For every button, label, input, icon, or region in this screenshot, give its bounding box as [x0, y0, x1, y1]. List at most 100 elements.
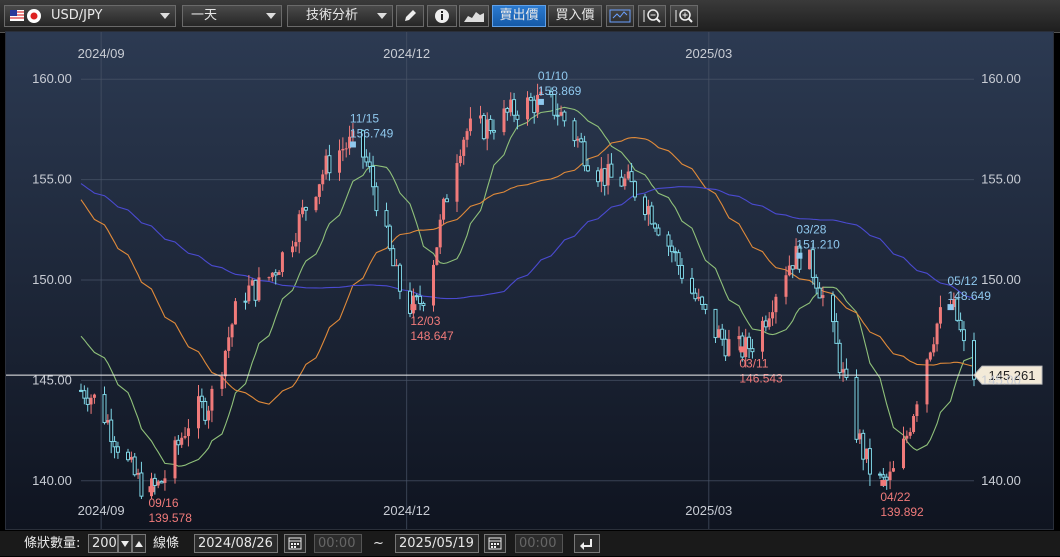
area-chart-icon	[464, 12, 484, 22]
end-calendar-button[interactable]	[484, 534, 506, 553]
candle-body	[324, 155, 328, 175]
candle-body	[744, 337, 748, 358]
candle-body	[418, 295, 423, 304]
symbol-select[interactable]: USD/JPY	[4, 5, 176, 27]
candle-body	[938, 307, 942, 324]
candle-body	[462, 139, 466, 156]
candle-body	[576, 138, 580, 141]
count-down-button[interactable]	[118, 534, 132, 553]
candle-body	[861, 432, 866, 460]
candle-body	[703, 304, 708, 310]
annotation-date: 03/11	[739, 356, 768, 370]
candle-body	[277, 272, 281, 275]
candle-body	[384, 210, 389, 227]
chevron-down-icon	[160, 13, 170, 19]
candle-body	[814, 276, 819, 289]
bar-count-label: 條狀數量:	[24, 536, 81, 551]
candle-body	[152, 477, 157, 486]
candle-body	[629, 171, 634, 183]
info-icon	[435, 9, 449, 23]
candle-body	[619, 176, 624, 187]
candle-body	[199, 395, 204, 403]
price-chart[interactable]: 09/16 139.578 11/15 156.749 12/03 148.647 01/1…	[5, 31, 1054, 530]
candle-body	[763, 320, 768, 328]
candle-body	[572, 120, 577, 142]
start-time-input[interactable]: 00:00	[314, 534, 362, 553]
candle-body	[374, 186, 379, 212]
start-date-value: 2024/08/26	[198, 536, 273, 551]
low-marker	[410, 304, 417, 311]
candle-body	[267, 277, 271, 279]
chevron-down-icon	[377, 13, 387, 19]
candle-body	[129, 456, 133, 460]
low-marker	[880, 479, 887, 486]
candle-body	[92, 394, 96, 398]
candle-body	[280, 252, 284, 273]
tech-analysis-label: 技術分析	[306, 8, 359, 23]
candle-body	[737, 336, 741, 340]
candle-body	[952, 298, 956, 308]
start-date-input[interactable]: 2024/08/26	[194, 534, 278, 553]
info-button[interactable]	[427, 5, 457, 27]
buy-price-tab[interactable]: 買入價	[548, 5, 602, 27]
candle-body	[582, 141, 587, 167]
zoom-out-button[interactable]	[638, 5, 666, 27]
candle-body	[364, 156, 369, 163]
candle-body	[808, 249, 811, 270]
chevron-down-icon	[266, 13, 276, 19]
buy-price-label: 買入價	[555, 8, 595, 23]
pencil-icon	[405, 10, 416, 21]
bar-count-input[interactable]: 200	[88, 534, 118, 553]
draw-button[interactable]	[396, 5, 424, 27]
period-select[interactable]: 一天	[182, 5, 282, 27]
current-price-tag: 145.261	[973, 365, 1043, 385]
candle-body	[509, 99, 513, 113]
chart-type-button[interactable]	[459, 5, 489, 27]
candle-body	[623, 178, 627, 187]
end-time-input[interactable]: 00:00	[515, 534, 563, 553]
candle-body	[132, 456, 137, 476]
candle-body	[468, 118, 472, 132]
candle-body	[250, 280, 254, 286]
x-tick-label-top: 2024/09	[78, 46, 125, 61]
candle-body	[156, 481, 160, 486]
candle-body	[653, 223, 658, 229]
candle-body	[314, 196, 318, 211]
candle-body	[502, 108, 506, 133]
candle-body	[599, 168, 603, 182]
annotation-price: 158.869	[538, 84, 582, 98]
annotation-date: 12/03	[410, 314, 440, 328]
candle-body	[89, 397, 93, 405]
candle-body	[435, 247, 439, 265]
period-label: 一天	[191, 8, 218, 23]
y-tick-label-left: 160.00	[32, 71, 72, 86]
candle-body	[344, 148, 348, 150]
candle-body	[505, 108, 510, 113]
range-tilde: ~	[373, 536, 384, 551]
start-calendar-button[interactable]	[284, 534, 306, 553]
candle-body	[585, 165, 590, 172]
end-date-input[interactable]: 2025/05/19	[395, 534, 479, 553]
candle-body	[841, 369, 845, 373]
candle-body	[834, 321, 839, 344]
zoom-in-button[interactable]	[670, 5, 698, 27]
candle-body	[908, 432, 912, 436]
sell-price-tab[interactable]: 賣出價	[492, 5, 546, 27]
candle-body	[395, 265, 399, 267]
annotation-price: 146.543	[739, 371, 783, 385]
y-tick-label-right: 145.00	[981, 372, 1021, 387]
symbol-label: USD/JPY	[51, 8, 103, 23]
candlestick-button[interactable]	[606, 5, 634, 27]
candle-body	[774, 296, 778, 313]
candle-body	[700, 296, 705, 306]
y-tick-label-left: 150.00	[32, 272, 72, 287]
annotation-date: 03/28	[796, 223, 826, 237]
reset-button[interactable]	[574, 534, 600, 553]
candle-body	[559, 112, 563, 116]
candle-body	[905, 435, 909, 439]
tech-analysis-select[interactable]: 技術分析	[287, 5, 393, 27]
candle-body	[485, 119, 489, 139]
count-up-button[interactable]	[132, 534, 146, 553]
candle-body	[961, 329, 966, 342]
